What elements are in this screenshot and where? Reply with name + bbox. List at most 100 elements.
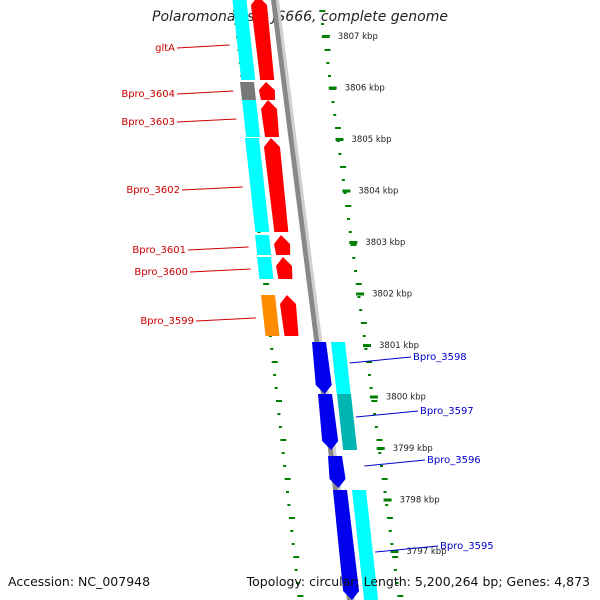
scale-tick — [363, 344, 371, 347]
reverse-tick-track-tick — [374, 426, 378, 428]
forward-tick-track-tick — [294, 569, 298, 571]
cog-block-bpro_3599[interactable] — [261, 295, 280, 336]
cog-block-bpro_3598[interactable] — [331, 342, 351, 394]
reverse-tick-track-tick — [378, 452, 382, 454]
cds-arrow-glta[interactable] — [250, 0, 275, 80]
forward-tick-track-tick — [278, 426, 282, 428]
gene-label-bpro_3601[interactable]: Bpro_3601 — [132, 245, 186, 256]
reverse-tick-track-tick — [345, 205, 352, 207]
scale-tick — [369, 395, 378, 399]
scale-tick — [356, 292, 365, 296]
cog-block-bpro_3601[interactable] — [255, 235, 272, 255]
reverse-tick-track-tick — [390, 543, 394, 545]
forward-tick-track-tick — [263, 283, 270, 285]
gene-label-bpro_3604[interactable]: Bpro_3604 — [121, 89, 175, 100]
reverse-tick-track-tick — [397, 595, 404, 597]
gene-label-bpro_3600[interactable]: Bpro_3600 — [134, 267, 188, 278]
cds-arrow-bpro_3599[interactable] — [279, 295, 299, 336]
reverse-tick-track-tick — [388, 530, 392, 532]
reverse-tick-track-tick — [324, 49, 331, 51]
cog-block-bpro_3602[interactable] — [245, 138, 270, 232]
cds-arrow-bpro_3603[interactable] — [260, 100, 280, 137]
gene-label-bpro_3598[interactable]: Bpro_3598 — [413, 352, 467, 363]
forward-tick-track-tick — [291, 543, 295, 545]
accession-text: Accession: NC_007948 — [8, 574, 151, 589]
reverse-tick-track-tick — [392, 556, 399, 558]
genome-summary-text: Topology: circular; Length: 5,200,264 bp… — [246, 574, 590, 589]
gene-label-bpro_3603[interactable]: Bpro_3603 — [121, 117, 175, 128]
label-leader — [349, 356, 412, 364]
cog-block-bpro_3597[interactable] — [337, 394, 358, 450]
reverse-tick-track-tick — [338, 153, 342, 155]
forward-tick-track-tick — [293, 556, 300, 558]
scale-tick — [335, 138, 344, 141]
reverse-tick-track-tick — [350, 244, 357, 246]
reverse-tick-track-tick — [369, 387, 373, 389]
forward-tick-track-tick — [284, 478, 291, 480]
cds-arrow-bpro_3600[interactable] — [275, 257, 293, 279]
gene-label-bpro_3595[interactable]: Bpro_3595 — [440, 541, 494, 552]
cds-arrow-bpro_3596[interactable] — [328, 456, 346, 488]
forward-tick-track-tick — [286, 491, 289, 493]
scale-tick — [376, 447, 385, 450]
reverse-tick-track-tick — [348, 231, 352, 233]
reverse-tick-track-tick — [395, 582, 399, 584]
map-title: Polaromonas sp. JS666, complete genome — [152, 9, 448, 25]
scale-tick — [390, 550, 399, 553]
label-leader — [189, 268, 251, 273]
reverse-tick-track-tick — [364, 348, 368, 350]
forward-tick-track-tick — [271, 361, 278, 363]
gene-label-bpro_3599[interactable]: Bpro_3599 — [140, 316, 194, 327]
forward-tick-track-tick — [288, 517, 295, 519]
reverse-tick-track-tick — [373, 413, 377, 415]
forward-tick-track-tick — [274, 387, 278, 389]
reverse-tick-track-tick — [341, 179, 345, 181]
forward-tick-track-tick — [276, 400, 282, 402]
cog-block-bpro_3600[interactable] — [257, 257, 274, 279]
reverse-tick-track-tick — [355, 283, 362, 285]
cds-arrow-bpro_3597[interactable] — [318, 394, 339, 450]
reverse-tick-track-tick — [352, 257, 356, 259]
cds-arrow-bpro_3595[interactable] — [333, 490, 360, 600]
reverse-tick-track-tick — [393, 569, 397, 571]
forward-tick-track-tick — [273, 374, 277, 376]
reverse-tick-track-tick — [347, 218, 351, 220]
scale-label: 3804 kbp — [358, 187, 398, 197]
scale-label: 3805 kbp — [352, 135, 392, 145]
scale-label: 3800 kbp — [386, 393, 426, 403]
cds-arrow-bpro_3601[interactable] — [273, 235, 291, 255]
gene-label-bpro_3596[interactable]: Bpro_3596 — [427, 455, 481, 466]
reverse-tick-track-tick — [357, 296, 361, 298]
scale-label: 3798 kbp — [400, 496, 440, 506]
label-leader — [375, 545, 439, 553]
scale-label: 3799 kbp — [393, 444, 433, 454]
reverse-tick-track-tick — [385, 504, 389, 506]
cog-block-bpro_3603[interactable] — [242, 100, 261, 137]
forward-tick-track-tick — [296, 582, 299, 584]
scale-label: 3797 kbp — [407, 547, 447, 557]
genome-backbone-highlight — [276, 0, 355, 600]
label-leader — [176, 44, 230, 49]
cog-block-bpro_3595[interactable] — [352, 490, 379, 600]
forward-tick-track-tick — [290, 530, 294, 532]
label-leader — [364, 459, 426, 467]
reverse-tick-track-tick — [360, 322, 367, 324]
forward-tick-track-tick — [277, 413, 281, 415]
cds-arrow-bpro_3602[interactable] — [263, 138, 289, 232]
gene-label-bpro_3602[interactable]: Bpro_3602 — [126, 185, 180, 196]
gene-label-glta[interactable]: gltA — [155, 43, 175, 54]
reverse-tick-track-tick — [354, 270, 357, 272]
cog-block-bpro_3604[interactable] — [240, 82, 256, 100]
forward-tick-track-tick — [280, 439, 287, 441]
scale-label: 3803 kbp — [365, 238, 405, 248]
reverse-tick-track-tick — [340, 166, 347, 168]
cds-arrow-bpro_3604[interactable] — [258, 82, 275, 100]
gene-label-bpro_3597[interactable]: Bpro_3597 — [420, 406, 474, 417]
scale-label: 3806 kbp — [345, 84, 385, 94]
forward-tick-track-tick — [287, 504, 291, 506]
cog-block-glta[interactable] — [232, 0, 256, 80]
genome-backbone — [271, 0, 352, 600]
reverse-tick-track-tick — [334, 127, 341, 129]
cds-arrow-bpro_3598[interactable] — [312, 342, 332, 394]
scale-tick — [321, 35, 330, 38]
